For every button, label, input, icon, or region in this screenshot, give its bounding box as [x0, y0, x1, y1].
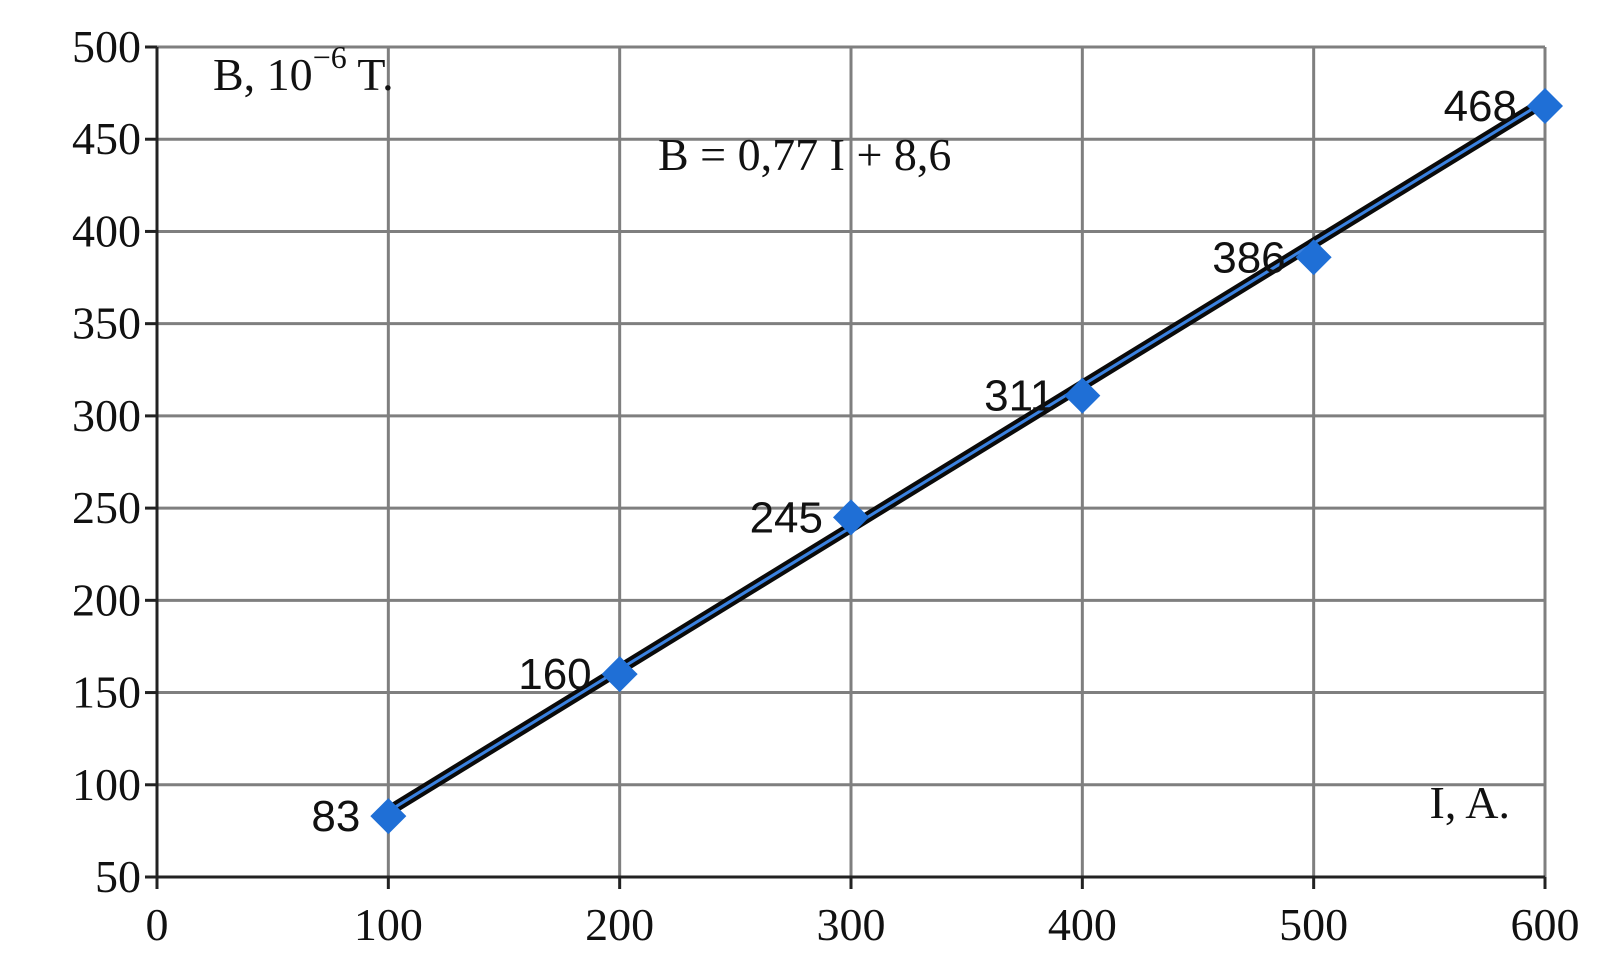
data-labels: 83 160 245 311 386 468: [311, 82, 1517, 841]
y-tick-label-300: 300: [72, 390, 141, 441]
data-label-160: 160: [518, 650, 591, 699]
data-point-386: [1295, 239, 1332, 276]
y-tick-label-250: 250: [72, 482, 141, 533]
x-tick-label-100: 100: [354, 899, 423, 950]
trendline-inner: [387, 99, 1546, 813]
y-tick-label-50: 50: [95, 851, 141, 902]
data-label-311: 311: [984, 372, 1054, 421]
data-label-386: 386: [1212, 233, 1285, 282]
x-axis-label: I, A.: [1430, 777, 1511, 828]
x-tick-label-200: 200: [585, 899, 654, 950]
trendline: [385, 96, 1548, 817]
data-point-83: [370, 798, 407, 835]
equation-label: B = 0,77 I + 8,6: [658, 129, 951, 180]
y-tick-label-450: 450: [72, 113, 141, 164]
data-label-245: 245: [750, 493, 823, 542]
data-point-311: [1064, 377, 1101, 414]
x-tick-label-0: 0: [146, 899, 169, 950]
data-point-468: [1527, 88, 1563, 125]
x-tick-label-400: 400: [1048, 899, 1117, 950]
x-tick-label-600: 600: [1511, 899, 1580, 950]
y-tick-label-100: 100: [72, 759, 141, 810]
y-axis-label: B, 10−6 T.: [213, 39, 394, 100]
data-label-468: 468: [1444, 82, 1517, 131]
data-point-245: [833, 499, 869, 536]
tick-labels: 50 100 150 200 250 300 350 400 450 500 0 100 200 300 4…: [72, 21, 1580, 950]
axes: [145, 45, 1547, 889]
data-label-83: 83: [311, 792, 360, 841]
y-tick-label-150: 150: [72, 667, 141, 718]
y-tick-label-200: 200: [72, 574, 141, 625]
y-tick-label-350: 350: [72, 298, 141, 349]
x-tick-label-500: 500: [1279, 899, 1348, 950]
y-tick-label-400: 400: [72, 205, 141, 256]
y-tick-label-500: 500: [72, 21, 141, 72]
data-point-160: [601, 656, 638, 693]
data-points: [370, 88, 1563, 835]
x-tick-label-300: 300: [817, 899, 886, 950]
